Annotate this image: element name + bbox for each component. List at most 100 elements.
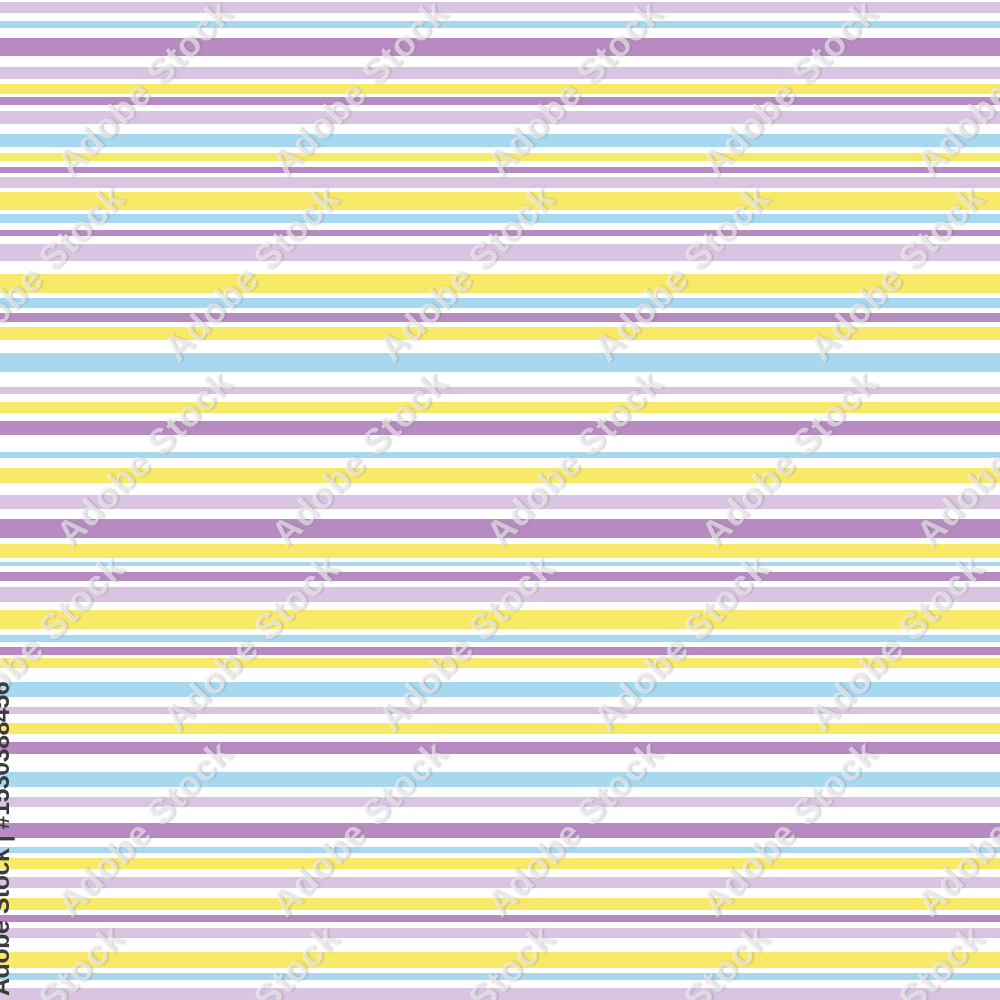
stripe-purple	[0, 421, 1000, 435]
stripe-white	[0, 340, 1000, 353]
stripe-white	[0, 94, 1000, 97]
stripe-lavender	[0, 2, 1000, 13]
stripe-blue	[0, 134, 1000, 147]
stripe-blue	[0, 452, 1000, 458]
stripe-blue	[0, 214, 1000, 223]
stripe-yellow	[0, 84, 1000, 94]
stripe-purple	[0, 915, 1000, 922]
stripe-lavender	[0, 177, 1000, 188]
stripe-lavender	[0, 387, 1000, 394]
stripe-lavender	[0, 707, 1000, 714]
stripe-blue	[0, 353, 1000, 372]
stripe-white	[0, 13, 1000, 21]
stripe-white	[0, 79, 1000, 84]
stripe-yellow	[0, 610, 1000, 629]
stripe-purple	[0, 230, 1000, 236]
stripe-white	[0, 173, 1000, 177]
stripe-purple	[0, 647, 1000, 655]
stripe-lavender	[0, 67, 1000, 79]
stripe-lavender	[0, 988, 1000, 1000]
stripe-white	[0, 838, 1000, 847]
stripe-purple	[0, 519, 1000, 538]
stripe-blue	[0, 847, 1000, 853]
stripe-blue	[0, 682, 1000, 697]
stripe-white	[0, 714, 1000, 723]
stripe-white	[0, 787, 1000, 797]
stripe-white	[0, 655, 1000, 658]
stripe-blue	[0, 635, 1000, 642]
stripe-white	[0, 668, 1000, 682]
stripe-purple	[0, 572, 1000, 581]
stripe-white	[0, 413, 1000, 421]
stripe-white	[0, 509, 1000, 519]
stripe-yellow	[0, 723, 1000, 734]
stripe-lavender	[0, 877, 1000, 888]
stripe-white	[0, 558, 1000, 562]
stripe-white	[0, 147, 1000, 153]
stripe-white	[0, 394, 1000, 402]
stripe-white	[0, 629, 1000, 635]
stripe-white	[0, 538, 1000, 544]
stripe-white	[0, 697, 1000, 707]
stripe-white	[0, 968, 1000, 973]
stripe-white	[0, 642, 1000, 647]
stripe-yellow	[0, 192, 1000, 210]
stripe-lavender	[0, 495, 1000, 509]
stripe-white	[0, 734, 1000, 742]
stripe-yellow	[0, 274, 1000, 293]
stripe-white	[0, 980, 1000, 988]
stripe-white	[0, 28, 1000, 38]
stripe-white	[0, 223, 1000, 230]
stripe-yellow	[0, 658, 1000, 668]
stripe-yellow	[0, 468, 1000, 483]
stripe-purple	[0, 823, 1000, 838]
stripe-yellow	[0, 327, 1000, 340]
stripe-yellow	[0, 544, 1000, 558]
stripe-white	[0, 105, 1000, 111]
stripe-blue	[0, 298, 1000, 308]
stripe-yellow	[0, 952, 1000, 968]
stripe-lavender	[0, 928, 1000, 938]
stripe-white	[0, 602, 1000, 610]
stripe-purple	[0, 742, 1000, 754]
stripe-purple	[0, 167, 1000, 173]
stripe-yellow	[0, 858, 1000, 869]
stripe-white	[0, 807, 1000, 823]
stripe-white	[0, 322, 1000, 327]
stock-id-label: Adobe Stock | #1530388456	[0, 681, 15, 996]
stripe-white	[0, 888, 1000, 898]
stripe-white	[0, 754, 1000, 772]
stripe-yellow	[0, 402, 1000, 413]
stripe-white	[0, 56, 1000, 67]
stripe-purple	[0, 97, 1000, 105]
stripe-blue	[0, 973, 1000, 980]
stripe-white	[0, 188, 1000, 192]
stripe-white	[0, 0, 1000, 2]
stripe-lavender	[0, 111, 1000, 124]
stripe-white	[0, 161, 1000, 167]
stripe-purple	[0, 313, 1000, 322]
stripe-white	[0, 308, 1000, 313]
stripe-yellow	[0, 898, 1000, 910]
stripe-purple	[0, 38, 1000, 56]
stripe-white	[0, 581, 1000, 587]
stripe-white	[0, 483, 1000, 495]
stripe-white	[0, 853, 1000, 858]
stripe-white	[0, 372, 1000, 387]
stripe-yellow	[0, 153, 1000, 161]
stripe-white	[0, 236, 1000, 244]
stripe-blue	[0, 21, 1000, 28]
stripe-blue	[0, 772, 1000, 787]
stripe-white	[0, 261, 1000, 274]
stripe-white	[0, 566, 1000, 572]
stripe-white	[0, 210, 1000, 214]
stripe-white	[0, 293, 1000, 298]
stripe-blue	[0, 562, 1000, 566]
stripe-white	[0, 458, 1000, 468]
stripe-white	[0, 869, 1000, 877]
stripe-white	[0, 910, 1000, 915]
stripe-white	[0, 922, 1000, 928]
stripe-white	[0, 435, 1000, 452]
stripe-white	[0, 124, 1000, 134]
